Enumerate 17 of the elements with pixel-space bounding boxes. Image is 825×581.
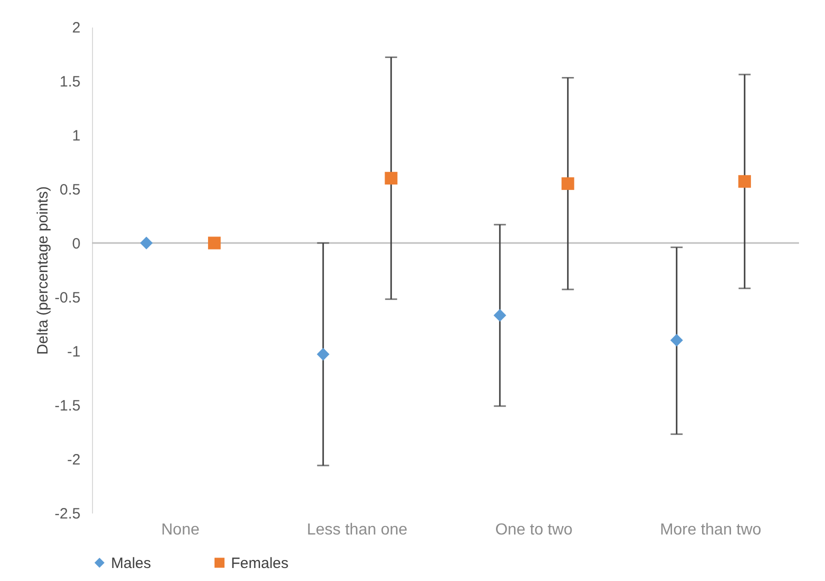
legend-label: Males [111,554,152,572]
x-tick-label: None [161,522,200,538]
y-tick-label: -1 [67,344,80,360]
y-tick-label: -1.5 [54,398,80,414]
x-tick-label: One to two [495,522,573,538]
y-tick-label: -2.5 [54,506,80,522]
y-tick-label: 0 [72,236,80,252]
y-tick-label: 0.5 [60,182,80,198]
legend-label: Females [231,554,289,572]
y-tick-label: 1.5 [60,74,80,90]
x-tick-label: More than two [660,522,762,538]
y-tick-label: -0.5 [54,290,80,306]
y-axis-title: Delta (percentage points) [34,186,52,355]
y-tick-label: -2 [67,452,80,468]
y-tick-label: 2 [72,20,80,36]
x-tick-label: Less than one [306,522,408,538]
y-tick-label: 1 [72,128,80,144]
